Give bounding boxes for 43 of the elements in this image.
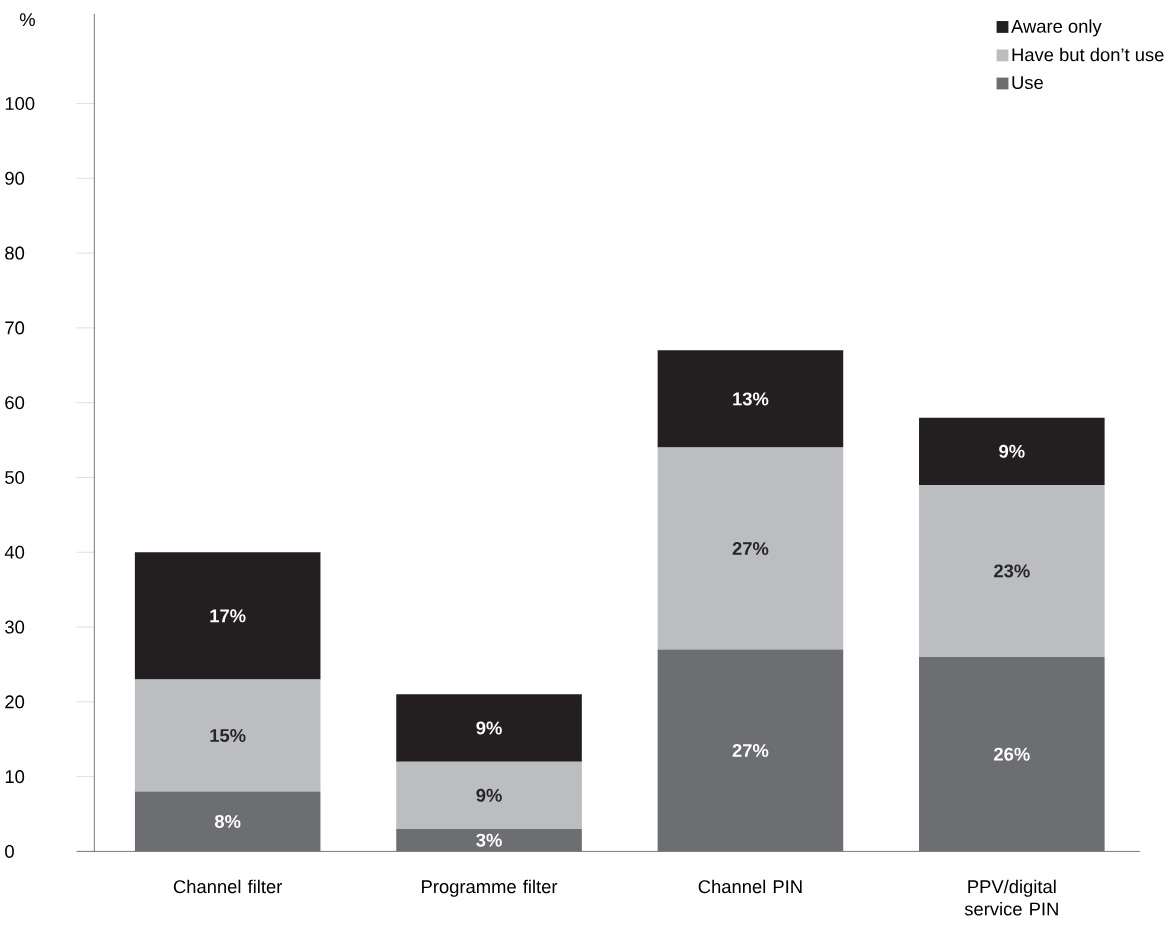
legend-label: Use (1012, 76, 1043, 89)
bar (657, 447, 844, 650)
y-tick-label: 100 (5, 96, 35, 110)
x-tick-label: PPV/digital service PIN (964, 879, 1058, 916)
data-label: 9% (999, 444, 1025, 458)
y-tick-label: 20 (5, 695, 25, 709)
y-axis-title: % (19, 13, 35, 26)
data-label: 27% (732, 743, 769, 757)
bar (134, 679, 321, 792)
bar (919, 484, 1105, 657)
x-tick-label: Channel filter (173, 879, 283, 894)
legend-label: Have but don’t use (1012, 47, 1164, 62)
bar (396, 761, 582, 829)
x-tick-label: Programme filter (422, 879, 558, 897)
data-label: 27% (732, 541, 769, 555)
y-tick-label: 90 (5, 171, 25, 185)
data-label: 15% (210, 728, 246, 742)
y-tick-label: 60 (5, 396, 25, 410)
data-label: 9% (476, 721, 502, 735)
bar (134, 791, 321, 852)
bar (396, 828, 582, 852)
bar (396, 694, 582, 762)
y-tick-label: 0 (5, 844, 14, 858)
y-tick-label: 50 (5, 470, 25, 484)
data-label: 17% (210, 609, 246, 623)
y-tick-label: 40 (4, 545, 25, 559)
bar (919, 656, 1105, 852)
bar (657, 649, 844, 852)
legend-label: Aware only (1011, 19, 1102, 37)
data-label: 26% (994, 747, 1030, 761)
y-tick-label: 70 (5, 321, 25, 335)
x-tick-label: Channel PIN (698, 879, 802, 894)
data-label: 23% (994, 564, 1030, 578)
y-tick-label: 80 (5, 246, 25, 260)
y-tick-label: 30 (5, 620, 25, 634)
bar (919, 417, 1105, 485)
data-label: 9% (476, 788, 502, 802)
data-label: 8% (214, 814, 241, 828)
data-label: 3% (476, 833, 502, 847)
bar (657, 350, 844, 448)
data-label: 13% (733, 392, 769, 406)
y-tick-label: 10 (5, 770, 25, 784)
bar (134, 552, 321, 680)
